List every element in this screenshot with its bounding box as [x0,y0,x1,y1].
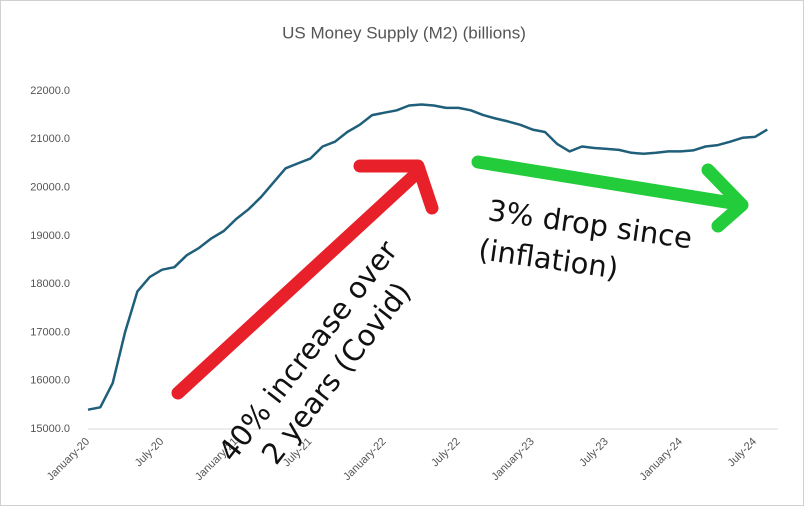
green-arrow [471,155,749,233]
chart-title: US Money Supply (M2) (billions) [282,23,526,42]
y-tick-label: 17000.0 [30,326,70,338]
y-tick-label: 19000.0 [30,230,70,242]
y-tick-label: 21000.0 [30,133,70,145]
y-tick-label: 22000.0 [30,85,70,97]
y-tick-label: 18000.0 [30,278,70,290]
y-tick-label: 20000.0 [30,181,70,193]
series-line [87,103,768,411]
y-tick-label: 15000.0 [30,423,70,435]
red-arrow [171,159,439,400]
y-tick-label: 16000.0 [30,375,70,387]
